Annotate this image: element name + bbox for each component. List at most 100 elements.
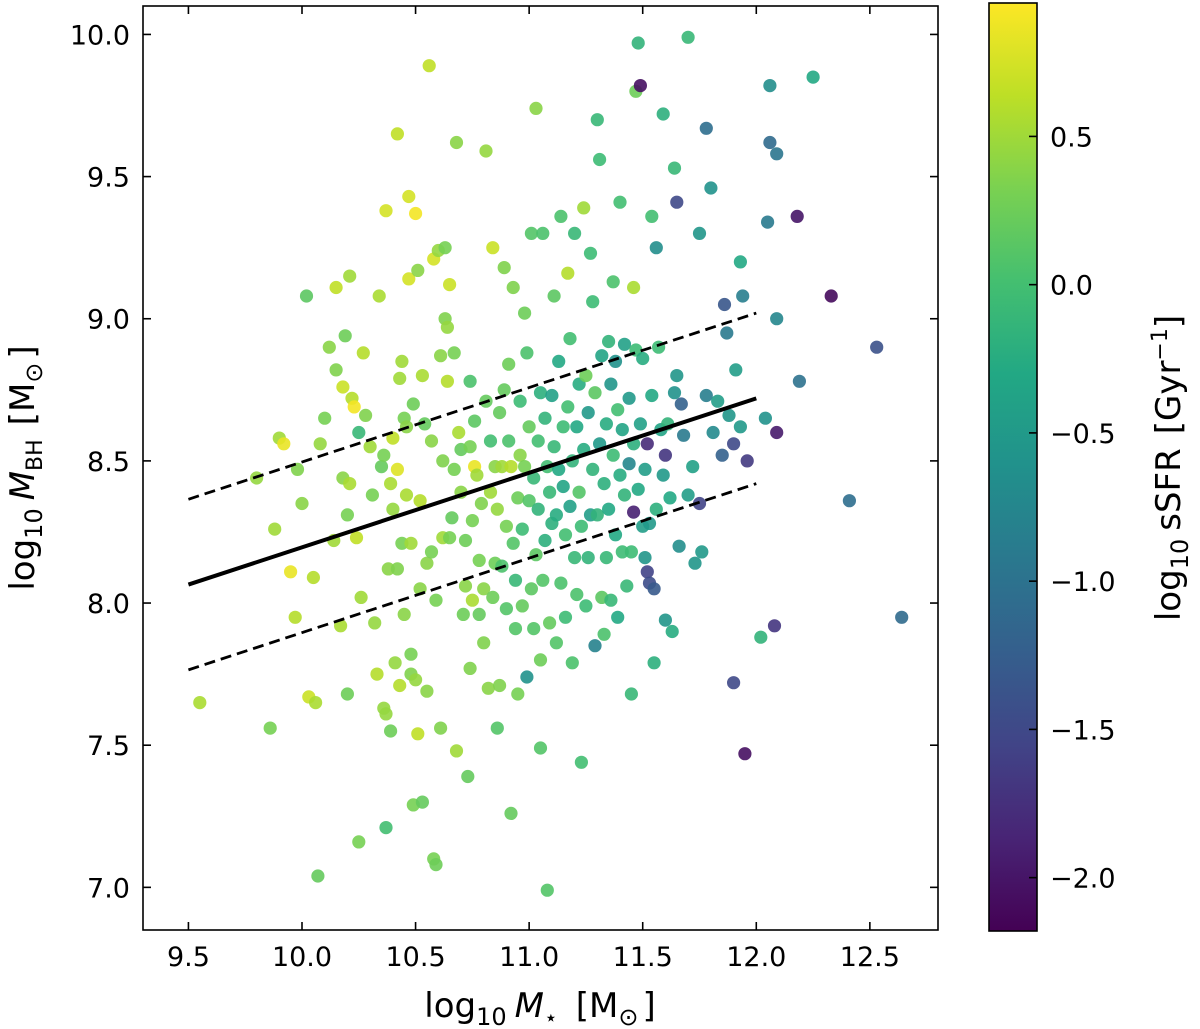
data-point [638,462,652,476]
data-point [806,70,820,84]
data-point [581,551,595,565]
data-point [402,189,416,204]
data-point [313,437,327,451]
data-point [568,551,582,565]
data-point [563,332,577,346]
data-point [895,610,909,624]
data-point [363,440,377,454]
data-point [527,471,541,485]
data-point [561,266,575,280]
data-point [268,522,282,536]
data-point [613,468,627,482]
data-point [413,494,427,508]
data-point [761,215,775,229]
data-point [824,289,838,303]
data-point [670,195,684,209]
data-point [667,386,682,400]
data-point [531,434,545,448]
data-point [463,661,477,676]
data-point [508,622,523,636]
data-point [472,553,486,568]
data-point [602,502,616,516]
data-point [318,411,332,425]
data-point [511,687,525,701]
data-point [386,431,400,445]
data-point [588,639,602,653]
data-point [449,135,464,150]
data-point [586,462,600,476]
data-point [581,406,595,420]
data-point [663,491,677,505]
data-point [329,363,343,377]
y-tick-label: 9.5 [87,163,130,194]
data-point [617,337,632,351]
data-point [372,289,386,303]
data-point [424,434,439,448]
data-point [631,482,645,496]
data-point [443,278,457,292]
data-point [306,570,320,585]
x-axis: 9.5 10.0 10.5 11.0 11.5 12.0 12.5 [167,6,900,973]
data-point [533,653,548,667]
data-point [733,255,748,269]
data-point [420,556,434,570]
x-tick-label: 12.5 [840,942,900,973]
data-point [699,121,713,135]
data-point [429,858,443,872]
data-point [615,545,629,559]
data-point [599,417,614,431]
fit-line-dashed [187,311,757,501]
x-tick-label: 9.5 [167,942,210,973]
data-point [543,616,557,630]
data-point [409,206,423,221]
data-point [738,747,752,761]
data-point [536,573,550,587]
data-point [717,297,732,312]
data-point [624,687,639,701]
data-point [549,636,564,650]
data-point [440,320,454,334]
data-point [411,263,425,277]
data-point [461,769,475,784]
data-point [438,241,452,255]
data-point [615,423,629,437]
data-point [418,417,432,431]
y-tick-label: 10.0 [70,20,130,51]
data-point [645,209,659,223]
data-point [538,533,552,548]
data-point [463,440,477,454]
data-point [692,226,707,240]
data-point [763,79,777,93]
x-tick-label: 11.0 [499,942,559,973]
data-point [611,403,625,417]
data-point [758,411,773,425]
data-point [686,460,700,474]
data-point [593,152,607,167]
data-point [533,741,548,755]
data-point [456,607,470,622]
y-axis: 7.0 7.5 8.0 8.5 9.0 9.5 10.0 [70,20,938,904]
data-point [483,434,498,448]
data-point [322,340,336,354]
data-point [649,502,663,516]
data-point [531,502,545,516]
data-point [493,406,507,420]
data-point [595,349,609,363]
data-point [377,448,391,462]
data-point [404,536,418,550]
data-point [452,425,466,440]
fit-lines [187,311,757,672]
data-point [463,374,477,388]
data-point [706,425,720,440]
y-tick-label: 8.0 [87,589,130,620]
data-point [520,346,534,360]
data-point [336,380,350,394]
data-point [522,420,536,434]
data-point [465,593,479,607]
data-point [349,531,364,545]
data-point [393,371,407,385]
y-tick-label: 9.0 [87,305,130,336]
data-point [665,624,679,639]
data-point [658,448,673,462]
data-point [522,494,536,508]
